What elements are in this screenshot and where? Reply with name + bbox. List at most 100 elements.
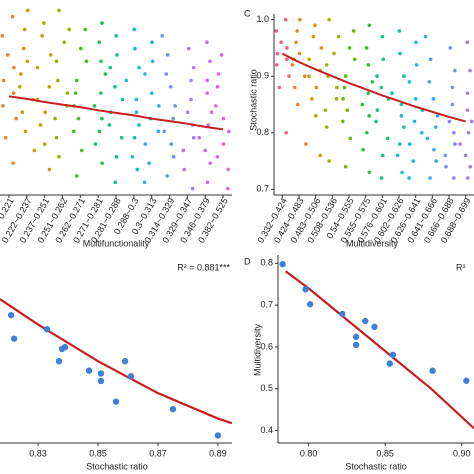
point — [348, 136, 353, 141]
point — [284, 130, 288, 135]
point — [466, 130, 471, 135]
point — [47, 167, 52, 172]
point — [287, 74, 291, 79]
point — [365, 130, 369, 135]
annotation: R² = 0.881*** — [177, 262, 230, 272]
point — [468, 68, 472, 73]
point — [54, 135, 59, 140]
point — [433, 125, 438, 129]
x-tick-label: 0.80 — [300, 448, 318, 458]
point — [22, 27, 27, 32]
point — [23, 129, 28, 134]
panel-letter: C — [244, 8, 251, 18]
point — [74, 174, 79, 178]
point — [292, 85, 297, 90]
point — [121, 358, 129, 365]
point — [425, 136, 430, 141]
point — [85, 367, 93, 374]
point — [361, 147, 365, 152]
point — [362, 317, 369, 325]
point — [186, 46, 191, 51]
point — [465, 40, 470, 45]
x-tick-label: 0.87 — [149, 448, 167, 458]
point — [431, 97, 436, 101]
point — [402, 74, 406, 79]
point — [366, 63, 371, 67]
point — [189, 78, 193, 83]
point — [55, 358, 63, 365]
x-axis-title: Multifunctionality — [83, 238, 150, 248]
point — [79, 46, 83, 51]
point — [371, 323, 378, 331]
point — [143, 72, 147, 76]
point — [313, 23, 317, 28]
point — [444, 164, 448, 169]
point — [54, 59, 59, 64]
point — [332, 51, 336, 56]
point — [113, 180, 118, 185]
point — [100, 116, 104, 121]
point — [450, 85, 455, 90]
point — [61, 343, 69, 351]
point — [428, 57, 433, 62]
point — [434, 159, 438, 163]
point — [463, 377, 470, 384]
point — [7, 311, 15, 319]
point — [42, 21, 46, 25]
point — [447, 119, 452, 124]
point — [380, 153, 385, 158]
point — [389, 351, 397, 359]
point — [137, 123, 141, 127]
point — [323, 108, 328, 112]
point — [190, 186, 195, 191]
point — [221, 142, 226, 146]
point — [370, 80, 375, 84]
x-axis-title: Multidiversity — [346, 238, 399, 248]
point — [93, 142, 98, 146]
point — [453, 68, 457, 73]
point — [57, 8, 61, 13]
point — [214, 432, 222, 439]
point — [147, 161, 151, 165]
point — [366, 91, 371, 95]
x-axis-title: Stochastic ratio — [86, 461, 148, 471]
plot — [0, 8, 231, 191]
point — [324, 125, 329, 129]
point — [367, 23, 372, 28]
point — [137, 65, 141, 70]
point — [352, 341, 360, 349]
point — [227, 129, 231, 134]
point — [10, 335, 18, 342]
point — [173, 104, 177, 108]
point — [1, 104, 5, 108]
point — [342, 85, 347, 90]
point — [35, 65, 40, 70]
point — [279, 260, 286, 268]
point — [341, 119, 345, 124]
fit-line — [8, 95, 224, 131]
point — [374, 119, 378, 124]
point — [335, 85, 339, 90]
point — [274, 29, 279, 33]
point — [324, 63, 329, 67]
plot — [279, 260, 474, 430]
point — [339, 310, 346, 318]
point — [92, 104, 97, 108]
point — [465, 91, 470, 95]
point — [215, 155, 220, 159]
point — [74, 78, 79, 83]
point — [19, 72, 23, 76]
point — [279, 40, 283, 45]
point — [197, 135, 201, 140]
point — [134, 110, 139, 115]
point — [226, 186, 230, 191]
point — [132, 135, 137, 140]
point — [379, 85, 384, 90]
point — [56, 78, 60, 83]
point — [113, 84, 117, 89]
point — [119, 135, 124, 140]
point — [189, 97, 193, 102]
point — [379, 176, 384, 180]
point — [186, 110, 190, 115]
